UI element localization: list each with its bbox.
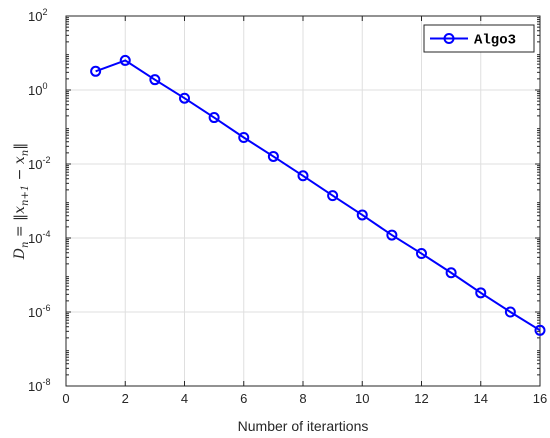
x-axis-label: Number of iterartions	[238, 418, 369, 434]
x-tick-label: 2	[122, 391, 129, 406]
y-tick-label: 102	[28, 7, 47, 24]
y-tick-label: 10-8	[28, 377, 50, 394]
axes: 0 2 4 6 8 10 12 14 16 10-8 10-6 10-4 10-2 100 102	[28, 7, 547, 406]
y-axis-label: Dn = ‖xn+1 − xn‖	[12, 143, 31, 260]
x-tick-label: 16	[533, 391, 547, 406]
x-tick-label: 10	[355, 391, 369, 406]
y-tick-label: 10-4	[28, 229, 50, 246]
data-point	[445, 267, 457, 279]
x-tick-label: 14	[474, 391, 488, 406]
data-point	[90, 65, 102, 77]
data-point	[416, 248, 427, 260]
legend: Algo3	[423, 24, 535, 53]
data-point	[208, 112, 220, 124]
x-tick-label: 4	[181, 391, 188, 406]
series-layer	[90, 54, 546, 336]
y-tick-label: 100	[28, 81, 47, 98]
data-point	[534, 324, 546, 336]
legend-label: Algo3	[474, 33, 516, 49]
x-tick-label: 12	[414, 391, 428, 406]
x-tick-label: 6	[240, 391, 247, 406]
data-point	[267, 150, 279, 162]
data-point	[386, 229, 398, 241]
data-point	[504, 306, 516, 318]
x-tick-label: 0	[62, 391, 69, 406]
y-tick-label: 10-6	[28, 303, 50, 320]
data-point	[238, 132, 250, 144]
y-tick-label: 10-2	[28, 155, 50, 172]
legend-marker	[443, 33, 455, 44]
x-tick-label: 8	[299, 391, 306, 406]
series-line-algo3	[95, 59, 541, 332]
data-point	[179, 92, 190, 104]
legend-box	[423, 24, 535, 53]
svg-text:Dn = ‖xn+1 − xn‖: Dn = ‖xn+1 − xn‖	[12, 143, 31, 260]
data-point	[475, 287, 487, 299]
data-point	[149, 74, 161, 86]
data-point	[356, 209, 368, 221]
data-point	[327, 190, 339, 202]
data-point	[119, 54, 131, 66]
data-point	[297, 170, 309, 182]
